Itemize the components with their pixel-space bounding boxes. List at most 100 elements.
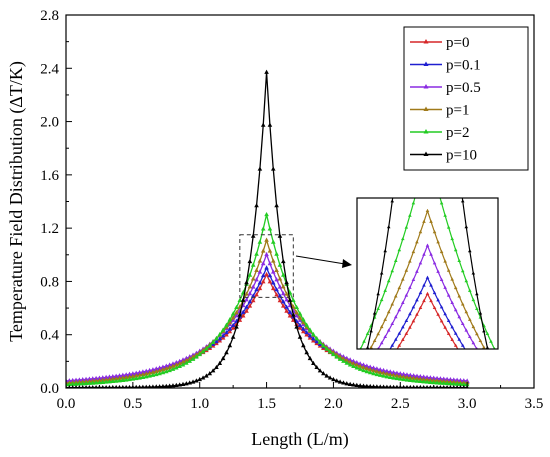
data-point	[277, 262, 283, 267]
data-point	[448, 377, 453, 382]
data-point	[167, 364, 172, 370]
data-point	[83, 380, 89, 386]
data-point	[147, 384, 152, 388]
data-point	[381, 384, 386, 388]
inset-point	[475, 375, 479, 378]
data-point	[401, 371, 406, 376]
data-point	[441, 376, 447, 381]
data-point	[234, 304, 239, 310]
data-point	[280, 299, 286, 304]
inset-point	[398, 142, 402, 145]
data-point	[147, 367, 152, 373]
inset-point	[359, 390, 363, 393]
inset-point	[359, 376, 363, 379]
data-point	[227, 317, 233, 322]
data-point	[357, 366, 363, 371]
data-point	[154, 384, 159, 388]
data-point	[254, 292, 259, 297]
zoom-arrow	[295, 255, 346, 265]
data-point	[174, 360, 179, 365]
data-point	[451, 377, 457, 382]
data-point	[160, 383, 166, 388]
data-point	[110, 376, 116, 381]
data-point	[120, 375, 126, 380]
data-point	[415, 384, 419, 388]
data-point	[254, 277, 259, 282]
data-point	[250, 298, 256, 303]
data-point	[394, 375, 400, 381]
legend-marker	[423, 39, 429, 44]
legend-item: p=2	[410, 125, 469, 141]
data-point	[204, 373, 209, 378]
inset-point	[366, 352, 370, 355]
data-point	[274, 287, 279, 292]
data-point	[294, 324, 299, 329]
data-point	[194, 354, 199, 359]
zoom-indicator	[239, 234, 352, 298]
data-point	[424, 377, 430, 382]
data-point	[434, 380, 440, 385]
inset-point	[390, 355, 394, 358]
data-point	[284, 280, 289, 285]
data-point	[377, 367, 383, 372]
data-point	[458, 384, 463, 388]
data-point	[280, 272, 286, 277]
data-point	[395, 384, 399, 388]
inset-series-p=1	[366, 208, 486, 355]
data-point	[327, 375, 333, 380]
data-point	[177, 363, 182, 369]
data-point	[77, 377, 82, 382]
data-point	[287, 309, 293, 314]
data-point	[317, 368, 323, 373]
inset-point	[475, 365, 479, 368]
data-point	[267, 248, 273, 253]
data-point	[287, 297, 293, 302]
data-point	[351, 361, 356, 366]
data-point	[304, 350, 309, 355]
data-point	[361, 362, 366, 367]
data-point	[120, 377, 126, 382]
data-point	[260, 279, 266, 284]
data-point	[270, 258, 276, 263]
data-point	[100, 375, 106, 380]
y-tick-label: 0.8	[40, 274, 59, 290]
data-point	[93, 375, 99, 381]
legend-marker	[423, 129, 429, 134]
data-point	[428, 375, 433, 380]
legend-item: p=1	[410, 103, 469, 119]
y-tick-label: 2.0	[40, 115, 59, 131]
inset-point	[373, 353, 377, 356]
data-point	[264, 251, 269, 257]
data-point	[104, 384, 108, 388]
inset-point	[355, 379, 359, 382]
inset-point	[383, 365, 387, 368]
inset-point	[468, 365, 472, 368]
data-point	[114, 384, 118, 388]
data-point	[401, 384, 406, 388]
data-point	[174, 365, 179, 370]
data-point	[250, 293, 256, 298]
data-point	[127, 371, 132, 376]
data-point	[297, 315, 303, 320]
data-point	[364, 369, 370, 374]
data-point	[408, 372, 413, 377]
x-tick-label: 3.0	[458, 396, 477, 412]
legend-item: p=0.5	[410, 80, 481, 96]
data-point	[230, 334, 236, 339]
data-point	[137, 369, 142, 375]
data-point	[434, 375, 440, 381]
data-point	[210, 368, 216, 373]
inset-point	[496, 402, 500, 405]
data-point	[123, 377, 129, 382]
data-point	[250, 276, 256, 281]
data-point	[294, 304, 299, 310]
data-point	[384, 371, 390, 376]
data-point	[297, 334, 303, 339]
data-point	[244, 291, 249, 296]
x-axis: 0.0 0.5 1.0 1.5 2.0 2.5 3.0 3.5	[57, 382, 543, 412]
data-point	[123, 374, 129, 379]
data-point	[361, 383, 366, 388]
data-point	[187, 356, 192, 361]
data-point	[67, 381, 72, 387]
